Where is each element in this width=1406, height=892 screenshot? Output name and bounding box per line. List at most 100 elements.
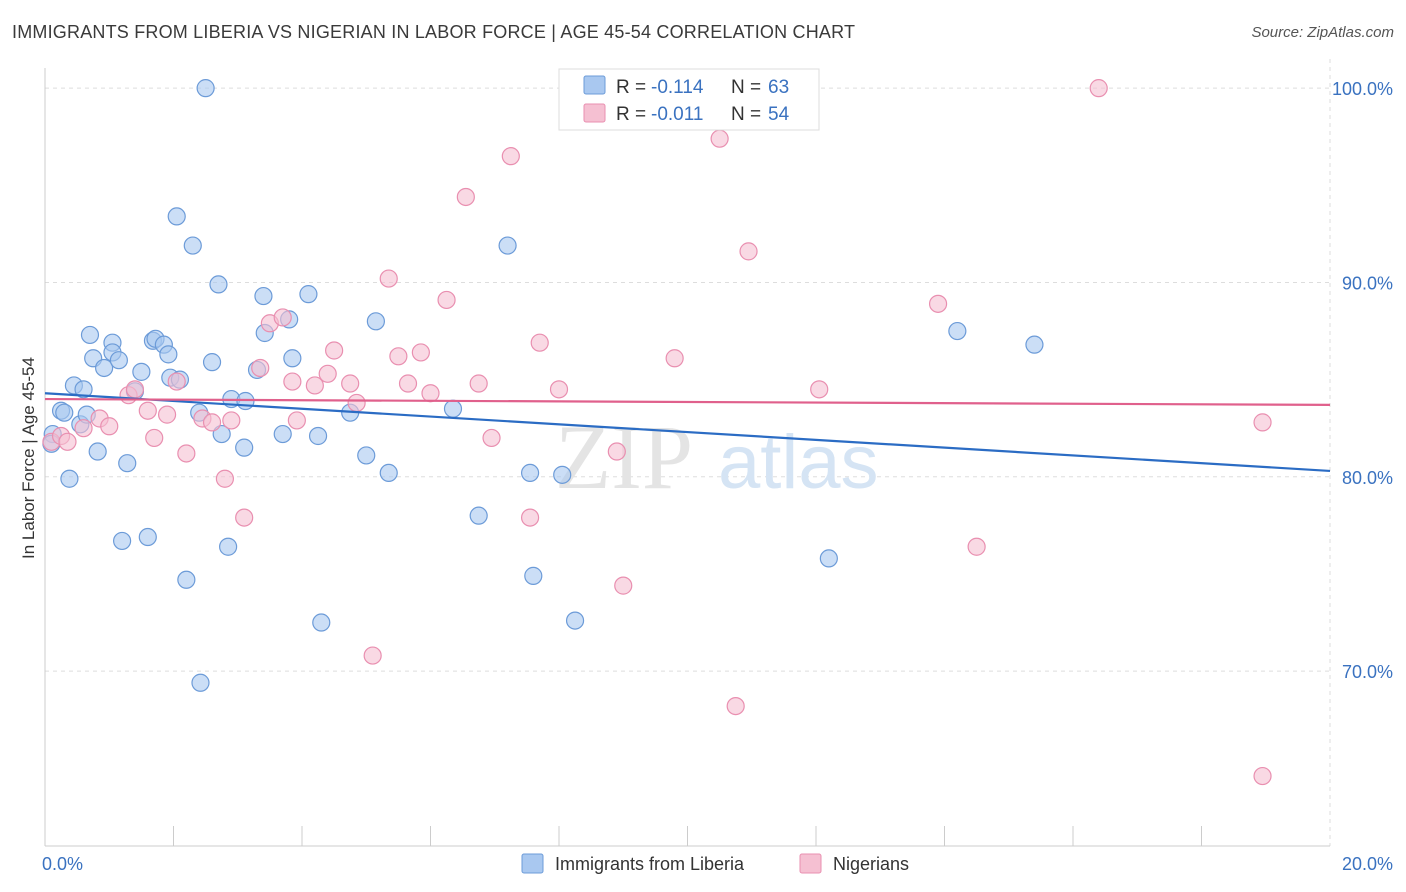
data-point [739, 242, 758, 261]
legend-n-label: N = [731, 77, 761, 98]
data-point [283, 349, 302, 368]
y-tick-label: 90.0% [1342, 273, 1393, 293]
data-point [202, 353, 222, 372]
data-point [530, 333, 549, 352]
data-point [1089, 79, 1108, 98]
data-point [112, 531, 132, 551]
data-point [125, 380, 145, 399]
data-point [347, 393, 366, 413]
data-point [469, 506, 488, 525]
data-point [366, 312, 385, 331]
data-point [254, 286, 273, 306]
legend-swatch-blue [583, 75, 606, 95]
data-point [607, 442, 626, 461]
data-point [183, 236, 202, 255]
data-point [389, 347, 408, 366]
data-point [524, 566, 543, 585]
data-point [325, 341, 344, 360]
data-point [251, 358, 270, 378]
data-point [411, 343, 430, 362]
x-tick-label: 20.0% [1342, 854, 1393, 874]
data-point [88, 442, 107, 461]
data-point [308, 426, 328, 446]
data-point [437, 290, 456, 310]
data-point [421, 384, 440, 403]
legend-r-label: R = [616, 104, 646, 125]
data-point [273, 424, 292, 444]
legend-n-value: 63 [768, 77, 789, 98]
data-point [357, 446, 376, 465]
data-point [219, 537, 238, 556]
series-nigerians-points [42, 79, 1272, 786]
y-tick-labels: 100.0% 90.0% 80.0% 70.0% [1332, 79, 1393, 682]
data-point [80, 325, 100, 345]
data-point [60, 469, 79, 488]
legend-swatch-nigerians [799, 853, 822, 874]
data-point [482, 428, 501, 448]
data-point [379, 463, 398, 483]
data-point [95, 358, 114, 378]
data-point [318, 364, 337, 383]
data-point [363, 646, 382, 665]
data-point [312, 613, 331, 632]
data-point [287, 411, 306, 430]
data-point [819, 549, 838, 568]
data-point [553, 465, 572, 484]
data-point [726, 696, 745, 716]
data-point [520, 463, 540, 483]
series-liberia-points [42, 79, 1044, 692]
data-point [212, 424, 231, 444]
data-point [222, 411, 241, 430]
data-point [520, 508, 540, 527]
legend-r-label: R = [616, 77, 646, 98]
data-point [209, 275, 228, 294]
legend-stats: R = -0.114 N = 63 R = -0.011 N = 54 [558, 68, 820, 131]
watermark-atlas: atlas [718, 420, 879, 505]
y-tick-label: 70.0% [1342, 662, 1393, 682]
legend-swatch-liberia [521, 853, 544, 874]
data-point [202, 413, 222, 432]
data-point [614, 576, 633, 595]
data-point [273, 308, 292, 327]
data-point [118, 454, 137, 473]
data-point [196, 79, 215, 98]
data-point [177, 570, 196, 589]
data-point [74, 380, 93, 399]
legend-series: Immigrants from Liberia Nigerians [521, 853, 909, 874]
data-point [928, 294, 948, 313]
data-point [167, 207, 186, 226]
data-point [145, 428, 164, 448]
x-tick-label: 0.0% [42, 854, 83, 874]
y-tick-label: 80.0% [1342, 468, 1393, 488]
legend-r-value: -0.011 [651, 104, 703, 125]
data-point [967, 537, 986, 556]
legend-n-value: 54 [768, 104, 790, 125]
data-point [498, 236, 517, 255]
data-point [1253, 413, 1272, 432]
data-point [157, 405, 177, 424]
legend-swatch-pink [583, 103, 606, 123]
data-point [665, 349, 684, 368]
data-point [109, 351, 128, 370]
watermark: ZIP atlas [555, 406, 879, 508]
data-point [58, 432, 77, 451]
data-point [398, 374, 418, 393]
data-point [469, 374, 488, 393]
data-point [191, 673, 210, 692]
data-point [299, 285, 318, 304]
data-point [74, 419, 93, 438]
data-point [55, 403, 74, 422]
data-point [283, 372, 302, 391]
data-point [132, 362, 151, 381]
chart-title: IMMIGRANTS FROM LIBERIA VS NIGERIAN IN L… [12, 22, 856, 42]
legend-label-nigerians: Nigerians [833, 854, 909, 874]
data-point [810, 380, 829, 399]
x-tick-labels: 0.0% 20.0% [42, 854, 1393, 874]
data-point [100, 417, 119, 436]
legend-label-liberia: Immigrants from Liberia [555, 854, 745, 874]
data-point [456, 187, 475, 207]
data-point [159, 345, 178, 364]
data-point [177, 444, 196, 463]
source-label: Source: ZipAtlas.com [1251, 24, 1394, 41]
